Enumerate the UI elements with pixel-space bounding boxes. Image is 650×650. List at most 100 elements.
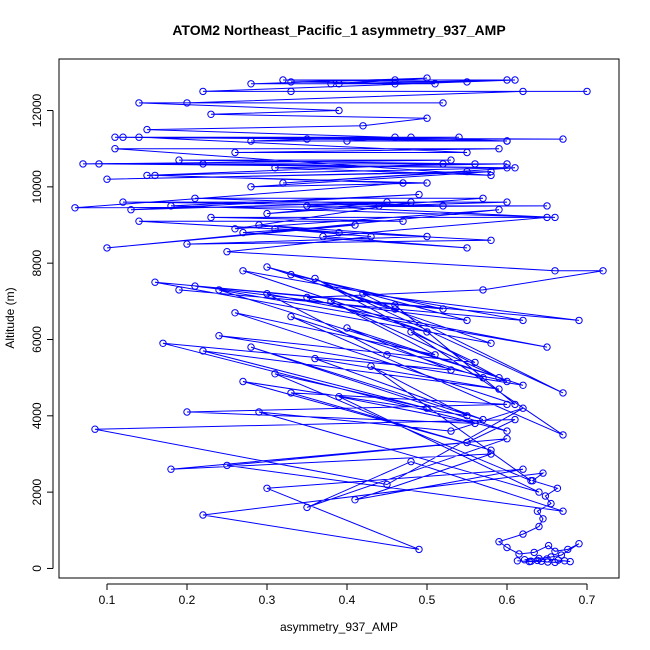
data-point: [311, 274, 319, 283]
data-point: [135, 133, 143, 141]
data-point: [247, 137, 255, 145]
x-axis-title: asymmetry_937_AMP: [280, 620, 398, 634]
data-point: [287, 312, 295, 321]
data-point: [327, 297, 335, 305]
data-point: [463, 148, 471, 157]
data-point: [543, 202, 551, 210]
y-tick-label: 12000: [30, 94, 44, 128]
data-point: [399, 217, 407, 225]
data-point: [439, 305, 447, 313]
data-point: [511, 164, 519, 172]
data-point: [566, 557, 574, 566]
data-point: [215, 332, 223, 340]
data-point: [559, 389, 567, 397]
data-point: [564, 545, 572, 554]
series-lines: [74, 77, 604, 563]
data-point: [407, 457, 415, 466]
data-point: [557, 551, 566, 559]
data-point: [503, 160, 511, 168]
data-point: [335, 228, 343, 237]
data-point: [199, 347, 207, 355]
data-point: [303, 202, 311, 210]
data-point: [351, 221, 359, 229]
data-point: [463, 412, 471, 420]
data-point: [91, 425, 99, 433]
data-point: [287, 389, 295, 397]
data-point: [247, 343, 255, 351]
data-point: [519, 465, 527, 473]
data-point: [119, 133, 127, 141]
data-point: [527, 477, 535, 485]
data-point: [311, 354, 319, 363]
data-point: [391, 305, 399, 313]
data-point: [495, 538, 503, 546]
data-point: [423, 328, 431, 336]
data-point: [439, 99, 447, 107]
data-point: [547, 499, 555, 508]
x-tick-label: 0.7: [579, 593, 596, 607]
data-point: [247, 80, 255, 88]
y-tick-label: 8000: [30, 249, 44, 276]
data-point: [263, 209, 271, 218]
data-point: [487, 167, 495, 176]
data-point: [503, 435, 511, 443]
data-point: [183, 240, 191, 248]
data-point: [255, 408, 263, 416]
plot-frame: [58, 58, 620, 579]
data-point: [515, 550, 523, 558]
chart-title: ATOM2 Northeast_Pacific_1 asymmetry_937_…: [172, 22, 505, 38]
data-point: [471, 358, 479, 367]
data-point: [487, 339, 495, 347]
data-point: [223, 248, 231, 256]
data-point: [343, 137, 351, 145]
data-point: [559, 431, 567, 439]
data-point: [503, 377, 511, 386]
data-point: [183, 99, 191, 107]
data-point: [479, 286, 487, 294]
data-point: [263, 290, 271, 298]
data-point: [551, 213, 559, 222]
x-tick-label: 0.5: [419, 593, 436, 607]
data-point: [431, 351, 439, 359]
data-point: [495, 145, 503, 153]
data-point: [551, 547, 559, 555]
data-point: [143, 125, 151, 134]
data-point: [423, 74, 431, 82]
data-point: [535, 554, 543, 563]
data-point: [547, 553, 555, 561]
data-point: [207, 110, 215, 119]
data-point: [439, 202, 447, 210]
data-point: [263, 484, 271, 492]
data-point: [487, 236, 495, 245]
y-tick-label: 2000: [30, 478, 44, 505]
data-point: [159, 339, 167, 347]
data-point: [423, 232, 431, 241]
data-point: [383, 480, 391, 489]
data-point: [553, 484, 562, 492]
data-point: [303, 135, 311, 143]
data-point: [539, 515, 547, 523]
data-point: [367, 232, 375, 241]
data-point: [533, 507, 542, 515]
data-point: [391, 133, 399, 141]
series-points: [71, 74, 607, 567]
data-point: [583, 87, 591, 96]
data-point: [575, 316, 583, 325]
data-point: [541, 492, 550, 500]
data-point: [487, 171, 495, 180]
data-point: [559, 507, 567, 515]
data-point: [415, 190, 423, 199]
data-point: [487, 450, 495, 458]
data-point: [519, 87, 527, 96]
data-point: [111, 133, 119, 141]
data-point: [207, 213, 215, 222]
data-point: [520, 556, 529, 564]
data-point: [279, 76, 287, 84]
data-point: [511, 76, 519, 84]
x-tick-label: 0.6: [499, 593, 516, 607]
data-point: [544, 541, 553, 550]
x-tick-label: 0.2: [179, 593, 196, 607]
data-point: [231, 148, 239, 157]
data-point: [503, 137, 511, 145]
x-tick-label: 0.3: [259, 593, 276, 607]
